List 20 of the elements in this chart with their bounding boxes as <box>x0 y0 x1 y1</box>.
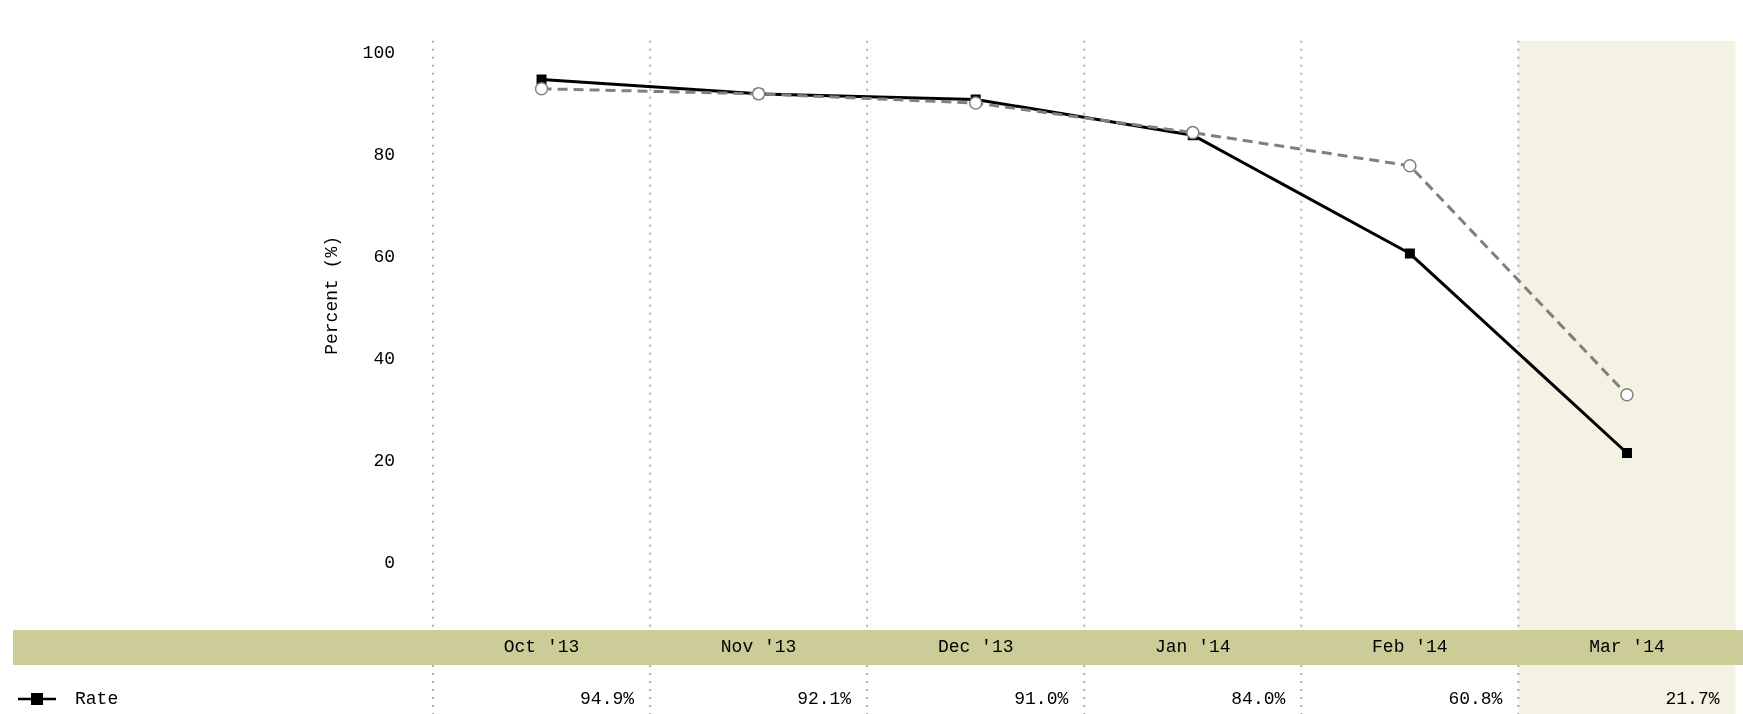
x-tick-label: Dec '13 <box>937 637 1014 658</box>
x-tick-label: Mar '14 <box>1589 637 1665 658</box>
data-label: 21.7% <box>1665 688 1720 709</box>
y-axis-title: Percent (%) <box>321 235 342 355</box>
y-tick-label: 20 <box>373 451 395 472</box>
legend-label: Rate <box>75 688 119 709</box>
x-tick-label: Oct '13 <box>503 637 580 658</box>
y-tick-label: 100 <box>362 43 395 64</box>
y-tick-label: 40 <box>373 349 395 370</box>
x-tick-label: Feb '14 <box>1372 637 1448 658</box>
x-tick-label: Jan '14 <box>1154 637 1231 658</box>
data-label: 94.9% <box>580 688 635 709</box>
x-tick-label: Nov '13 <box>720 637 797 658</box>
y-tick-label: 0 <box>384 553 395 574</box>
y-tick-label: 80 <box>373 145 395 166</box>
data-label: 84.0% <box>1231 688 1286 709</box>
data-label: 91.0% <box>1014 688 1069 709</box>
y-tick-label: 60 <box>373 247 395 268</box>
data-label: 92.1% <box>797 688 852 709</box>
data-label: 60.8% <box>1448 688 1503 709</box>
